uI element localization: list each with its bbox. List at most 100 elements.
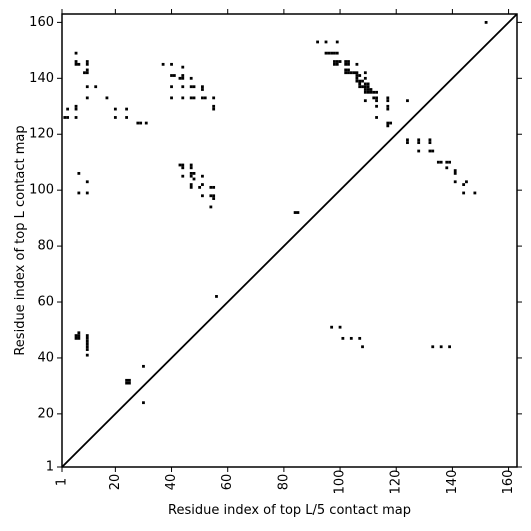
contact-cell	[212, 96, 216, 100]
contact-cell	[85, 334, 89, 337]
x-tick-label: 120	[389, 470, 404, 495]
contact-cell	[358, 85, 362, 89]
contact-cell	[448, 160, 451, 164]
contact-cell	[352, 71, 356, 75]
contact-cell	[128, 378, 131, 382]
contact-cell	[366, 88, 370, 91]
contact-cell	[170, 96, 173, 100]
contact-cell	[375, 104, 378, 108]
contact-cell	[335, 51, 339, 55]
contact-cell	[181, 163, 185, 167]
contact-cell	[85, 180, 89, 184]
contact-cell	[189, 163, 193, 167]
contact-cell	[212, 194, 216, 198]
contact-cell	[406, 141, 409, 145]
contact-cell	[189, 171, 193, 175]
contact-cell	[316, 40, 319, 44]
contact-cell	[83, 71, 86, 75]
y-tick-label: 80	[37, 239, 54, 254]
contact-cell	[212, 107, 216, 111]
contact-cell	[439, 345, 443, 349]
contact-cell	[136, 121, 140, 125]
contact-cell	[125, 107, 129, 111]
contact-cell	[375, 99, 378, 103]
contact-cell	[465, 180, 468, 184]
contact-cell	[161, 62, 165, 66]
contact-cell	[94, 85, 98, 89]
contact-cell	[347, 62, 350, 66]
contact-cell	[386, 104, 390, 108]
contact-cell	[363, 82, 367, 86]
diagonal-line	[61, 13, 518, 468]
contact-cell	[355, 79, 359, 83]
contact-cell	[389, 121, 393, 125]
contact-cell	[77, 331, 81, 335]
contact-cell	[375, 90, 378, 94]
x-tick-label: 80	[276, 474, 291, 491]
x-tick-label: 60	[220, 474, 235, 491]
contact-cell	[484, 20, 488, 24]
contact-cell	[324, 51, 328, 55]
contact-cell	[142, 401, 145, 405]
contact-cell	[386, 124, 390, 128]
contact-cell	[181, 85, 185, 89]
contact-cell	[181, 174, 185, 178]
contact-cell	[436, 160, 440, 164]
contact-cell	[386, 99, 390, 103]
contact-cell	[172, 74, 176, 77]
contact-cell	[85, 85, 89, 89]
contact-cell	[366, 85, 370, 89]
contact-cell	[85, 342, 89, 346]
contact-cell	[192, 177, 196, 181]
contact-cell	[85, 62, 89, 66]
contact-cell	[369, 88, 373, 91]
contact-cell	[85, 345, 89, 349]
contact-cell	[125, 378, 129, 382]
contact-cell	[347, 68, 350, 72]
contact-cell	[201, 88, 204, 91]
contact-cell	[366, 90, 370, 94]
contact-cell	[406, 99, 409, 103]
x-axis-ticks: 1 20 40 60 80 100 120 140 160	[55, 9, 516, 495]
contact-cell	[178, 163, 182, 167]
contact-cell	[363, 99, 367, 103]
contact-cell	[85, 68, 89, 72]
contact-cell	[212, 197, 216, 200]
x-tick-label: 100	[333, 470, 348, 495]
contact-cell	[406, 138, 409, 142]
contact-cell	[189, 85, 193, 89]
contact-cell	[74, 336, 78, 340]
contact-cell	[428, 149, 432, 153]
contact-cell	[386, 107, 390, 111]
contact-cell	[77, 171, 81, 175]
contact-cell	[77, 336, 81, 340]
y-tick-label: 140	[29, 71, 54, 86]
contact-cell	[355, 74, 359, 77]
contact-cell	[349, 71, 353, 75]
contact-cell	[201, 96, 204, 100]
contact-cell	[386, 96, 390, 100]
contact-cell	[335, 60, 339, 63]
contact-cell	[386, 121, 390, 125]
contact-cell	[375, 116, 378, 119]
contact-cell	[363, 90, 367, 94]
x-tick-label: 20	[108, 474, 123, 491]
contact-cell	[201, 183, 204, 186]
contact-cell	[189, 174, 193, 178]
contact-cell	[178, 76, 182, 80]
contact-cell	[209, 185, 213, 189]
contact-cell	[128, 381, 131, 385]
contact-cell	[113, 116, 117, 119]
contact-cell	[358, 79, 362, 83]
contact-cell	[369, 90, 373, 94]
contact-cell	[85, 191, 89, 195]
contact-cell	[327, 51, 331, 55]
contact-cell	[363, 88, 367, 91]
contact-cell	[355, 62, 359, 66]
contact-cell	[361, 345, 364, 349]
contact-cell	[74, 62, 78, 66]
contact-cell	[74, 104, 78, 108]
contact-cell	[85, 71, 89, 75]
contact-cell	[358, 82, 362, 86]
